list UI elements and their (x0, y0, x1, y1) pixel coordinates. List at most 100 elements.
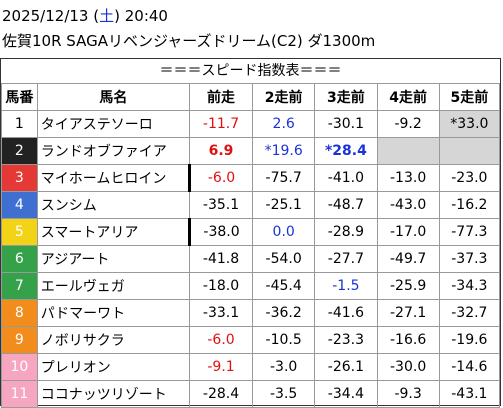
horse-name-8: パドマーワト (36, 299, 190, 327)
index-cell: -34.3 (438, 272, 501, 300)
index-cell: -16.2 (438, 191, 501, 219)
index-cell: -32.7 (438, 299, 501, 327)
race-weekday: 土 (99, 7, 115, 25)
index-cell: -35.1 (188, 191, 254, 219)
table-row: 5 スマートアリア -38.0 0.0 -28.9 -17.0 -77.3 (1, 218, 501, 246)
col-header-5-races-ago: 5走前 (438, 83, 501, 111)
index-cell: -6.0 (188, 164, 254, 192)
index-cell: -75.7 (252, 164, 316, 192)
table-row: 2 ランドオブファイア 6.9 *19.6 *28.4 (1, 137, 501, 165)
horse-number-4: 4 (1, 191, 38, 219)
index-cell: -17.0 (376, 218, 440, 246)
horse-name-7: エールヴェガ (36, 272, 190, 300)
index-cell: -41.6 (314, 299, 378, 327)
index-cell: *19.6 (252, 137, 316, 165)
index-cell: -27.1 (376, 299, 440, 327)
index-cell: -41.8 (188, 245, 254, 273)
index-cell: *28.4 (314, 137, 378, 165)
horse-number-2: 2 (1, 137, 38, 165)
horse-number-3: 3 (1, 164, 38, 192)
index-cell: -23.3 (314, 326, 378, 354)
index-cell (438, 137, 501, 165)
speed-index-table: 馬番 馬名 前走 2走前 3走前 4走前 5走前 1 タイアステソーロ -11.… (1, 83, 501, 408)
col-header-4-races-ago: 4走前 (376, 83, 440, 111)
index-cell: -38.0 (188, 218, 254, 246)
index-cell (376, 137, 440, 165)
index-cell: -6.0 (188, 326, 254, 354)
table-row: 11 ココナッツリゾート -28.4 -3.5 -34.4 -9.3 -43.1 (1, 380, 501, 408)
table-row: 7 エールヴェガ -18.0 -45.4 -1.5 -25.9 -34.3 (1, 272, 501, 300)
index-cell: -45.4 (252, 272, 316, 300)
table-row: 8 パドマーワト -33.1 -36.2 -41.6 -27.1 -32.7 (1, 299, 501, 327)
table-header-row: 馬番 馬名 前走 2走前 3走前 4走前 5走前 (1, 83, 501, 111)
horse-name-3: マイホームヒロイン (36, 164, 191, 192)
table-row: 1 タイアステソーロ -11.7 2.6 -30.1 -9.2 *33.0 (1, 110, 501, 138)
index-cell: -43.0 (376, 191, 440, 219)
horse-name-6: アジアート (36, 245, 190, 273)
index-cell: -30.1 (314, 110, 378, 138)
index-cell: -36.2 (252, 299, 316, 327)
index-cell: -25.1 (252, 191, 316, 219)
table-row: 6 アジアート -41.8 -54.0 -27.7 -49.7 -37.3 (1, 245, 501, 273)
index-cell: -43.1 (438, 380, 501, 408)
horse-name-2: ランドオブファイア (36, 137, 190, 165)
table-row: 9 ノボリサクラ -6.0 -10.5 -23.3 -16.6 -19.6 (1, 326, 501, 354)
index-cell: -10.5 (252, 326, 316, 354)
index-cell: -11.7 (188, 110, 254, 138)
race-datetime: 2025/12/13 (土) 20:40 (2, 7, 168, 25)
col-header-last-race: 前走 (188, 83, 254, 111)
horse-number-10: 10 (1, 353, 38, 381)
table-subtitle: ＝＝＝スピード指数表＝＝＝ (1, 59, 500, 84)
horse-number-11: 11 (1, 380, 38, 408)
horse-name-5: スマートアリア (36, 218, 191, 246)
index-cell: -25.9 (376, 272, 440, 300)
race-time: 20:40 (119, 7, 168, 25)
index-cell: -18.0 (188, 272, 254, 300)
table-row: 4 スンシム -35.1 -25.1 -48.7 -43.0 -16.2 (1, 191, 501, 219)
index-cell: 0.0 (252, 218, 316, 246)
index-cell: -41.0 (314, 164, 378, 192)
index-cell: -28.9 (314, 218, 378, 246)
horse-number-8: 8 (1, 299, 38, 327)
table-row: 10 プレリオン -9.1 -3.0 -26.1 -30.0 -14.6 (1, 353, 501, 381)
index-cell: -27.7 (314, 245, 378, 273)
index-cell: -28.4 (188, 380, 254, 408)
index-cell: -49.7 (376, 245, 440, 273)
race-title: 佐賀10R SAGAリベンジャーズドリーム(C2) ダ1300m (2, 32, 376, 50)
horse-name-9: ノボリサクラ (36, 326, 190, 354)
horse-name-10: プレリオン (36, 353, 190, 381)
index-cell: -34.4 (314, 380, 378, 408)
index-cell: -16.6 (376, 326, 440, 354)
race-date: 2025/12/13 (2, 7, 89, 25)
col-header-number: 馬番 (1, 83, 38, 111)
col-header-3-races-ago: 3走前 (314, 83, 378, 111)
col-header-2-races-ago: 2走前 (252, 83, 316, 111)
index-cell: -9.3 (376, 380, 440, 408)
race-header: 2025/12/13 (土) 20:40 佐賀10R SAGAリベンジャーズドリ… (0, 0, 503, 58)
index-cell: -48.7 (314, 191, 378, 219)
speed-index-table-frame: ＝＝＝スピード指数表＝＝＝ 馬番 馬名 前走 2走前 3走前 4走前 5走前 1… (0, 58, 501, 408)
index-cell: -77.3 (438, 218, 501, 246)
index-cell: -14.6 (438, 353, 501, 381)
index-cell: 2.6 (252, 110, 316, 138)
index-cell: -1.5 (314, 272, 378, 300)
index-cell: -26.1 (314, 353, 378, 381)
horse-number-5: 5 (1, 218, 38, 246)
horse-number-1: 1 (1, 110, 38, 138)
horse-name-11: ココナッツリゾート (36, 380, 190, 408)
index-cell: -33.1 (188, 299, 254, 327)
horse-name-4: スンシム (36, 191, 190, 219)
index-cell: -30.0 (376, 353, 440, 381)
index-cell: 6.9 (188, 137, 254, 165)
index-cell: -13.0 (376, 164, 440, 192)
index-cell: -3.5 (252, 380, 316, 408)
horse-number-7: 7 (1, 272, 38, 300)
index-cell: -54.0 (252, 245, 316, 273)
horse-name-1: タイアステソーロ (36, 110, 190, 138)
index-cell: *33.0 (438, 110, 501, 138)
index-cell: -37.3 (438, 245, 501, 273)
index-cell: -3.0 (252, 353, 316, 381)
col-header-horse-name: 馬名 (36, 83, 190, 111)
index-cell: -23.0 (438, 164, 501, 192)
horse-number-9: 9 (1, 326, 38, 354)
